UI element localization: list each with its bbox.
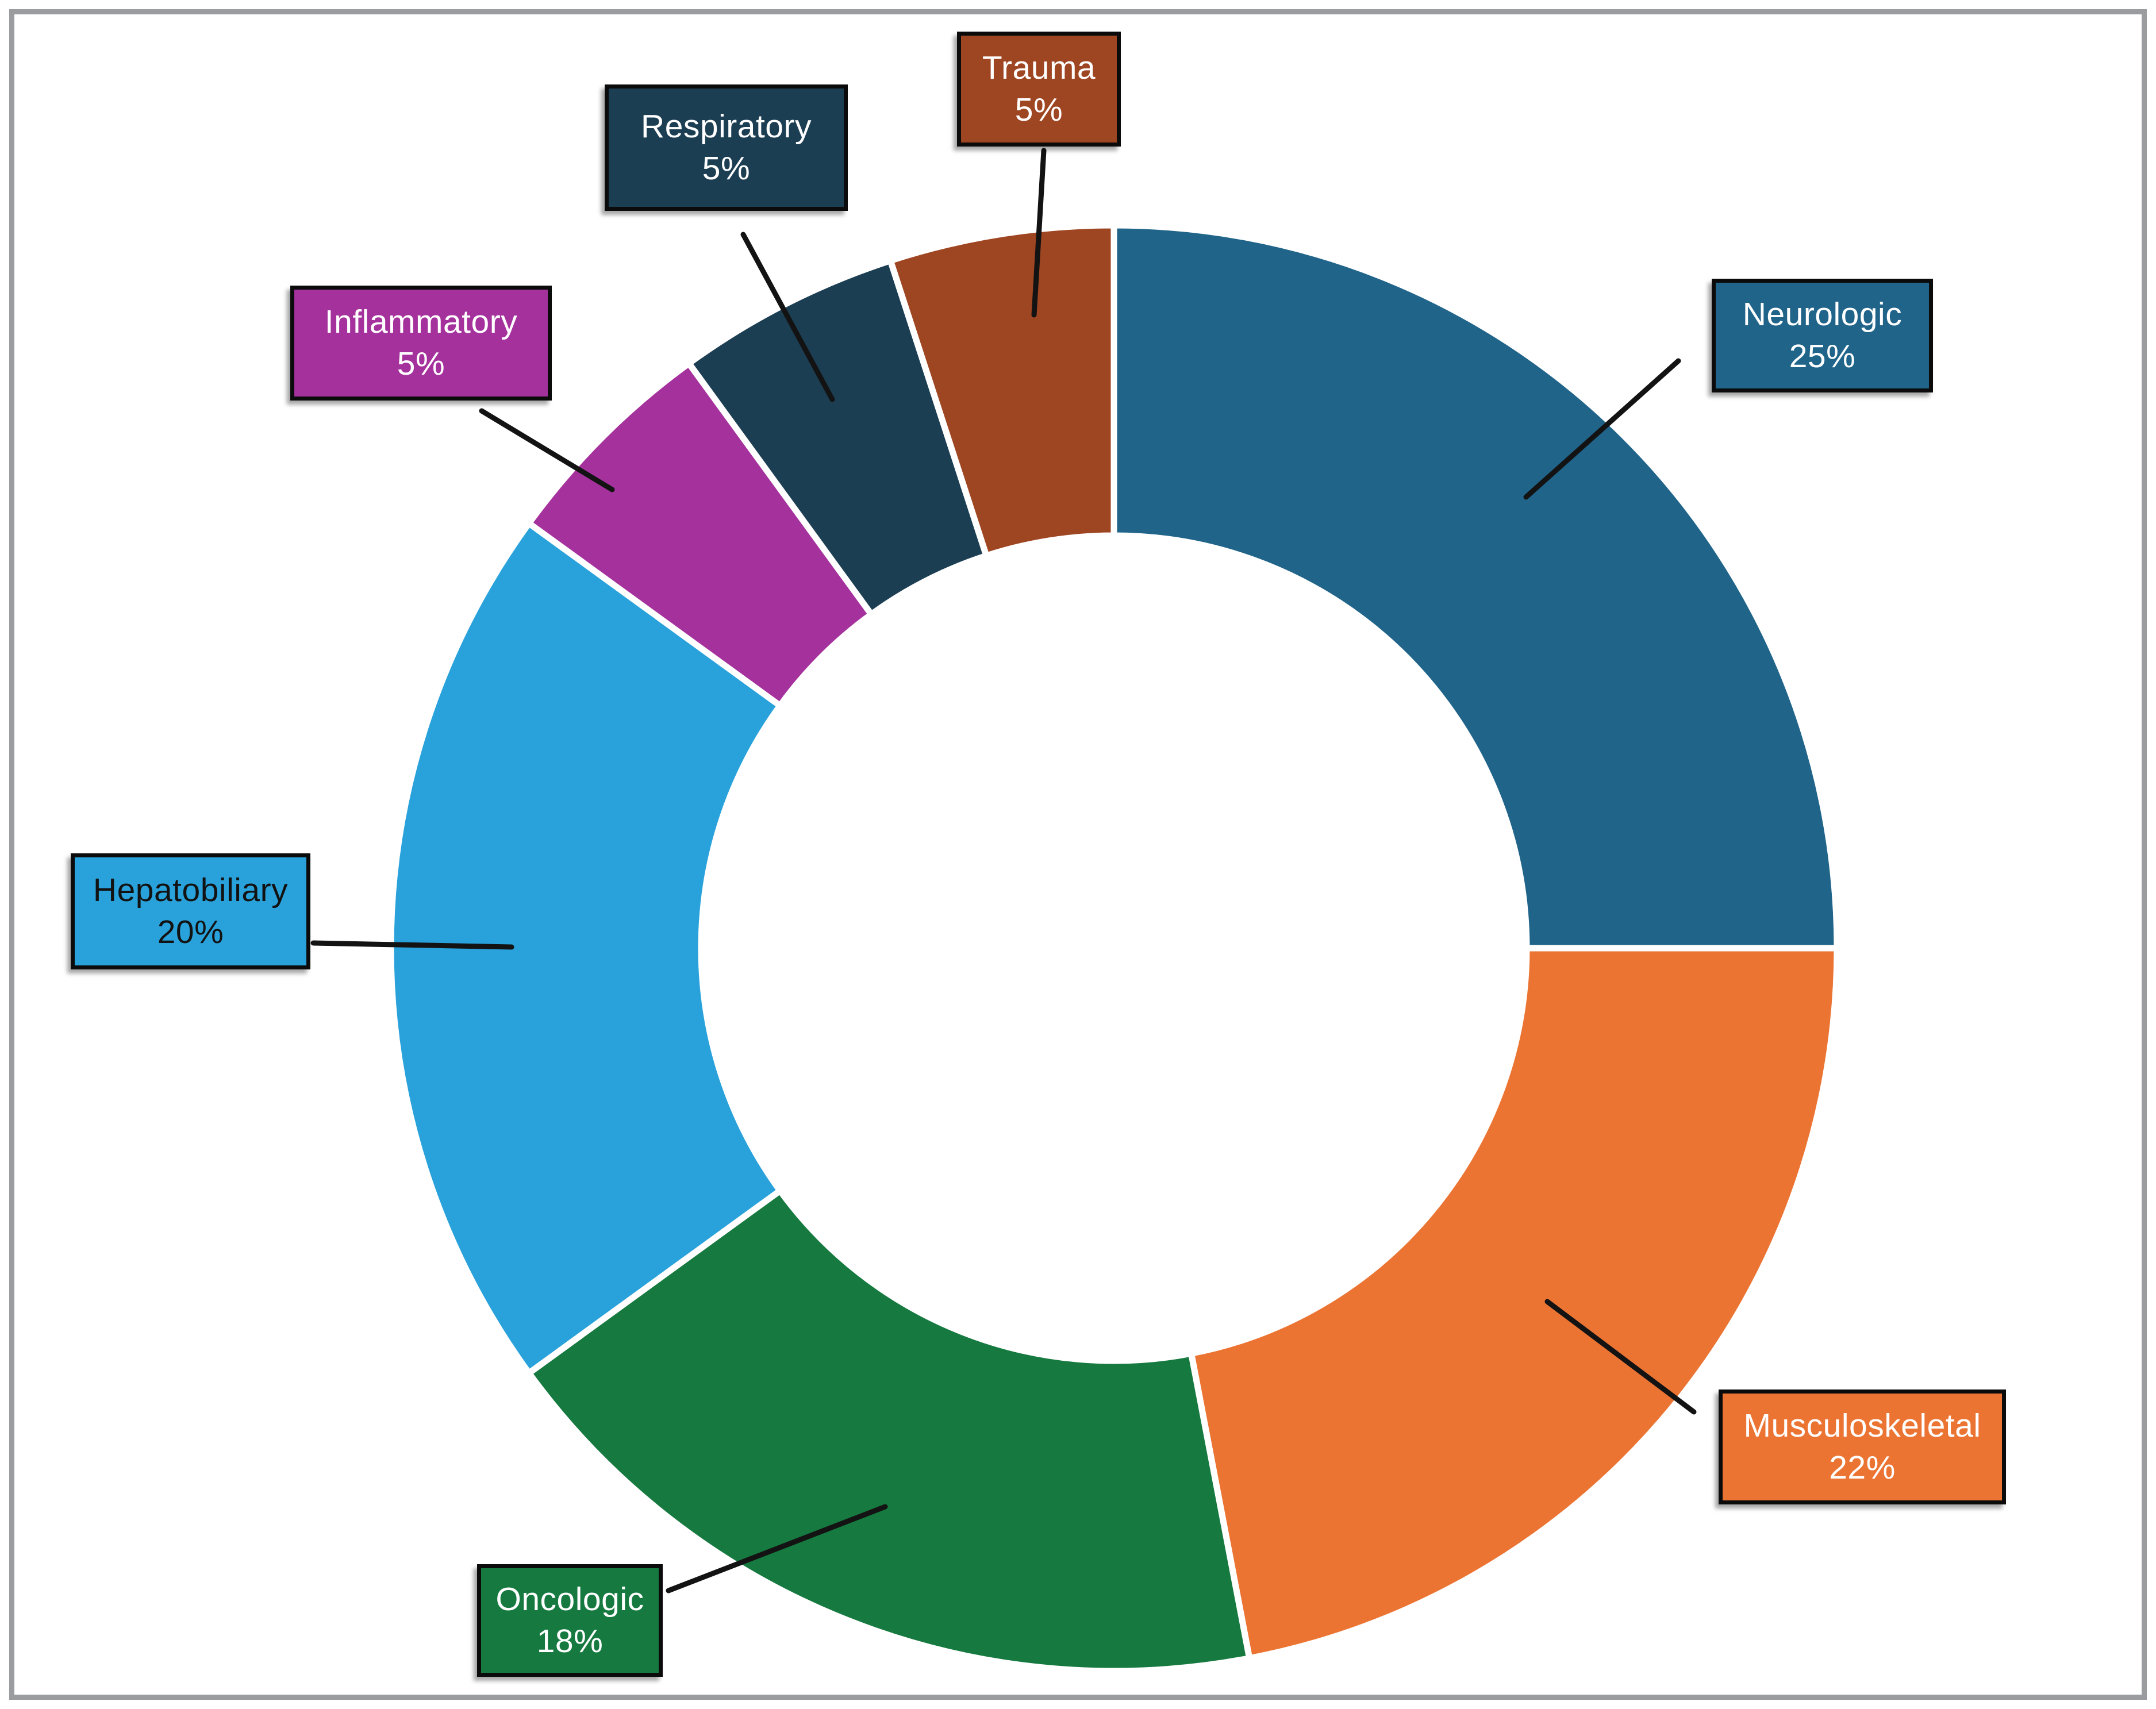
callout-respiratory: Respiratory 5% [605, 84, 848, 211]
callout-percentage-label: 22% [1829, 1449, 1896, 1486]
slice-neurologic [1110, 222, 1840, 952]
donut-slices [387, 222, 1840, 1675]
callout-musculoskeletal: Musculoskeletal 22% [1719, 1389, 2006, 1504]
callout-category-label: Respiratory [641, 108, 812, 145]
callout-category-label: Inflammatory [324, 303, 518, 341]
leader-line-inflammatory [479, 408, 615, 492]
leader-lines [310, 148, 1697, 1593]
callout-category-label: Oncologic [495, 1581, 644, 1618]
callout-percentage-label: 18% [536, 1623, 604, 1660]
leader-line-oncologic [666, 1504, 888, 1593]
slice-hepatobiliary [387, 520, 783, 1376]
callout-neurologic: Neurologic 25% [1712, 279, 1933, 392]
callout-percentage-label: 20% [157, 914, 224, 950]
leader-line-hepatobiliary [310, 940, 514, 950]
leader-line-trauma [1031, 148, 1047, 318]
callout-trauma: Trauma 5% [957, 32, 1121, 147]
callout-percentage-label: 25% [1789, 338, 1856, 375]
callout-category-label: Trauma [982, 49, 1096, 87]
callout-percentage-label: 5% [702, 150, 751, 187]
callout-percentage-label: 5% [397, 345, 445, 382]
callout-oncologic: Oncologic 18% [477, 1564, 663, 1677]
slice-oncologic [525, 1187, 1253, 1675]
slice-trauma [887, 222, 1117, 559]
slice-musculoskeletal [1188, 945, 1840, 1662]
callout-category-label: Musculoskeletal [1743, 1407, 1981, 1445]
callout-hepatobiliary: Hepatobiliary 20% [71, 853, 310, 969]
leader-line-respiratory [740, 232, 835, 402]
callout-category-label: Neurologic [1742, 296, 1903, 333]
callout-percentage-label: 5% [1014, 91, 1063, 128]
callout-inflammatory: Inflammatory 5% [290, 286, 552, 401]
callout-category-label: Hepatobiliary [93, 872, 289, 909]
leader-line-neurologic [1523, 358, 1681, 500]
leader-line-musculoskeletal [1544, 1299, 1697, 1415]
